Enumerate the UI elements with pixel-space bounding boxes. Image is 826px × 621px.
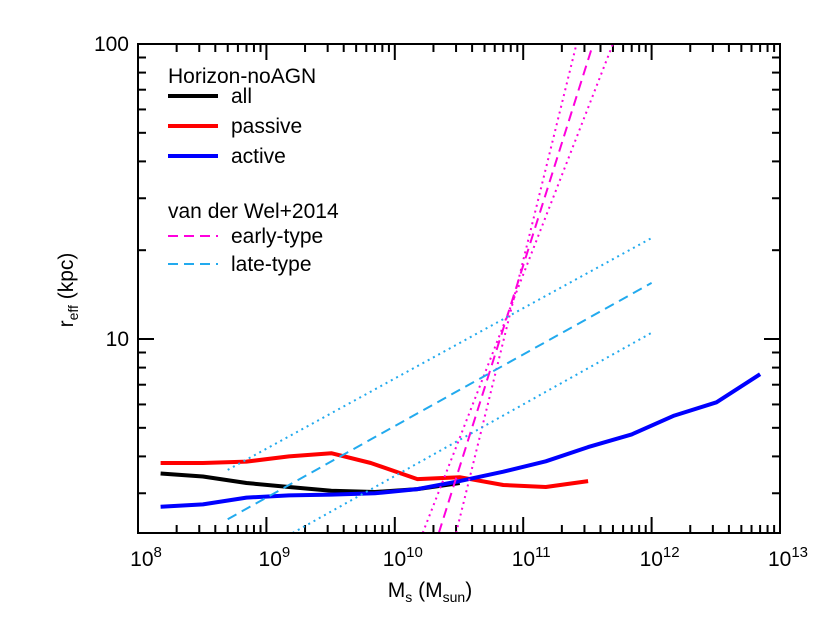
legend-label-early-type: early-type <box>231 225 323 248</box>
x-tick-label: 1012 <box>640 544 680 571</box>
x-axis-label: Ms (Msun) <box>388 579 472 605</box>
y-axis-label: reff (kpc) <box>55 253 81 328</box>
x-tick-label: 109 <box>259 544 291 571</box>
tick-labels: 108 109 1010 1011 1012 1013 10 100 <box>94 33 808 571</box>
axis-ticks <box>137 43 781 533</box>
y-tick-label: 100 <box>94 33 129 56</box>
legend-label-late-type: late-type <box>231 253 312 276</box>
x-tick-label: 1013 <box>768 544 808 571</box>
series-layer <box>160 44 762 533</box>
plot-frame <box>137 43 781 534</box>
series-line-active <box>160 372 762 509</box>
legend-label-active: active <box>231 145 286 168</box>
legend-group-vanderwel-title: van der Wel+2014 <box>168 200 339 223</box>
series-line-passive <box>160 451 589 489</box>
series-line-band-4 <box>421 44 614 533</box>
y-tick-label: 10 <box>106 328 129 351</box>
legend-label-all: all <box>231 85 252 108</box>
x-tick-label: 108 <box>130 544 162 571</box>
series-line-early-type <box>437 44 595 533</box>
series-line-late-type <box>227 282 653 521</box>
legend-group-horizon-title: Horizon-noAGN <box>168 65 316 88</box>
series-line-band-8 <box>292 331 653 533</box>
x-tick-label: 1010 <box>383 544 423 571</box>
legend-label-passive: passive <box>231 115 302 138</box>
series-line-band-7 <box>227 237 653 471</box>
x-tick-label: 1011 <box>512 544 551 571</box>
legend: Horizon-noAGN all passive active early-type… <box>168 65 339 276</box>
